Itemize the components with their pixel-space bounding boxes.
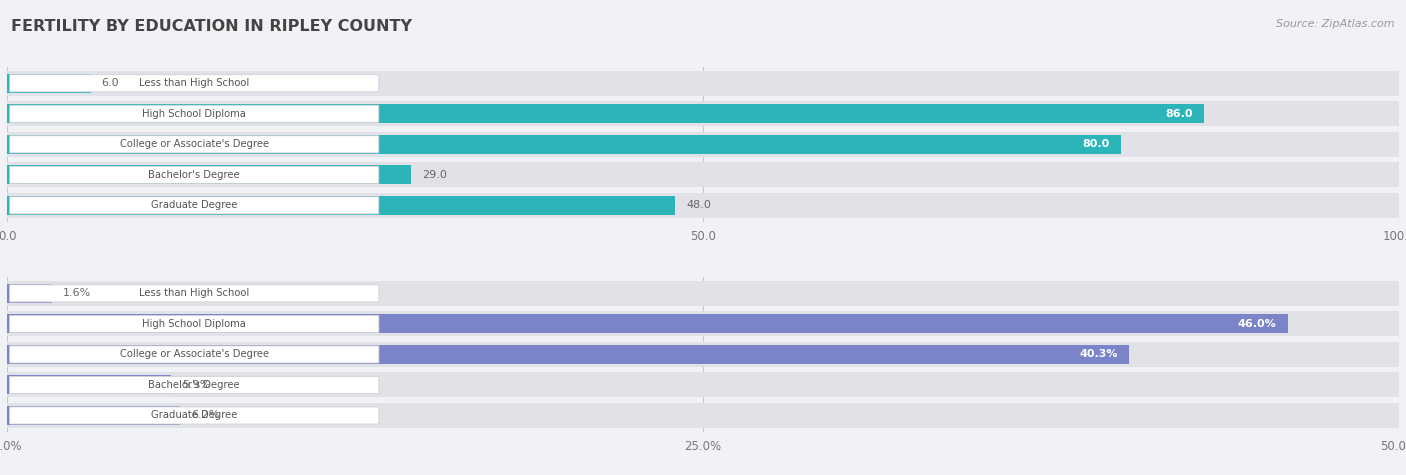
FancyBboxPatch shape [10,315,378,332]
Bar [7,403,1399,428]
Bar [7,406,180,425]
Bar [7,135,1121,154]
Text: Less than High School: Less than High School [139,78,249,88]
Text: 40.3%: 40.3% [1080,350,1118,360]
Bar [7,376,172,394]
Bar [7,312,1399,336]
Bar [7,284,52,303]
Bar [7,345,1129,364]
Bar [7,372,1399,398]
Text: FERTILITY BY EDUCATION IN RIPLEY COUNTY: FERTILITY BY EDUCATION IN RIPLEY COUNTY [11,19,412,34]
Text: College or Associate's Degree: College or Associate's Degree [120,350,269,360]
Text: 6.0: 6.0 [101,78,120,88]
Text: Source: ZipAtlas.com: Source: ZipAtlas.com [1277,19,1395,29]
FancyBboxPatch shape [10,75,378,92]
FancyBboxPatch shape [10,376,378,393]
Bar [7,281,1399,306]
Text: 48.0: 48.0 [686,200,711,210]
Text: Less than High School: Less than High School [139,288,249,298]
Bar [7,132,1399,157]
FancyBboxPatch shape [10,407,378,424]
Text: College or Associate's Degree: College or Associate's Degree [120,139,269,149]
Bar [7,196,675,215]
Bar [7,193,1399,218]
Text: Bachelor's Degree: Bachelor's Degree [149,380,240,390]
Text: Graduate Degree: Graduate Degree [150,200,238,210]
Text: Bachelor's Degree: Bachelor's Degree [149,170,240,180]
Text: 86.0: 86.0 [1166,109,1192,119]
Text: 5.9%: 5.9% [183,380,211,390]
Bar [7,74,90,93]
Bar [7,314,1288,333]
Text: 29.0: 29.0 [422,170,447,180]
FancyBboxPatch shape [10,346,378,363]
Text: 1.6%: 1.6% [63,288,91,298]
Text: High School Diploma: High School Diploma [142,319,246,329]
FancyBboxPatch shape [10,136,378,153]
Text: 80.0: 80.0 [1083,139,1109,149]
FancyBboxPatch shape [10,197,378,214]
Text: 46.0%: 46.0% [1237,319,1277,329]
Text: Graduate Degree: Graduate Degree [150,410,238,420]
Bar [7,162,1399,187]
FancyBboxPatch shape [10,166,378,183]
FancyBboxPatch shape [10,105,378,123]
Text: High School Diploma: High School Diploma [142,109,246,119]
Bar [7,101,1399,126]
Bar [7,71,1399,96]
Bar [7,165,411,184]
Bar [7,104,1204,123]
FancyBboxPatch shape [10,285,378,302]
Text: 6.2%: 6.2% [191,410,219,420]
Bar [7,342,1399,367]
